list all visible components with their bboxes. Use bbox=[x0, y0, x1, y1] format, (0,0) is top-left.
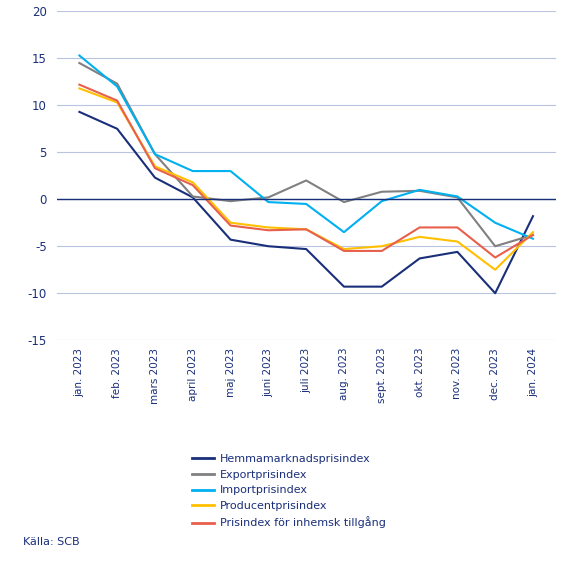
Hemmamarknadsprisindex bbox=[114, 125, 121, 132]
Exportprisindex bbox=[341, 198, 348, 205]
Exportprisindex bbox=[378, 188, 385, 195]
Exportprisindex bbox=[265, 194, 272, 201]
Line: Hemmamarknadsprisindex: Hemmamarknadsprisindex bbox=[79, 112, 533, 293]
Producentprisindex bbox=[341, 246, 348, 252]
Hemmamarknadsprisindex bbox=[189, 194, 196, 201]
Exportprisindex bbox=[492, 243, 498, 249]
Legend: Hemmamarknadsprisindex, Exportprisindex, Importprisindex, Producentprisindex, Pr: Hemmamarknadsprisindex, Exportprisindex,… bbox=[192, 454, 386, 528]
Importprisindex bbox=[454, 193, 461, 200]
Producentprisindex bbox=[114, 99, 121, 106]
Hemmamarknadsprisindex bbox=[416, 255, 423, 262]
Producentprisindex bbox=[530, 229, 536, 235]
Prisindex för inhemsk tillgång bbox=[303, 226, 310, 232]
Hemmamarknadsprisindex bbox=[530, 213, 536, 219]
Producentprisindex bbox=[303, 226, 310, 232]
Producentprisindex bbox=[189, 179, 196, 186]
Hemmamarknadsprisindex bbox=[76, 108, 83, 115]
Hemmamarknadsprisindex bbox=[454, 248, 461, 255]
Exportprisindex bbox=[227, 198, 234, 205]
Prisindex för inhemsk tillgång bbox=[189, 182, 196, 189]
Producentprisindex bbox=[416, 234, 423, 240]
Prisindex för inhemsk tillgång bbox=[492, 254, 498, 261]
Producentprisindex bbox=[492, 266, 498, 273]
Prisindex för inhemsk tillgång bbox=[227, 222, 234, 229]
Line: Importprisindex: Importprisindex bbox=[79, 56, 533, 239]
Prisindex för inhemsk tillgång bbox=[530, 231, 536, 238]
Importprisindex bbox=[416, 187, 423, 193]
Producentprisindex bbox=[265, 224, 272, 231]
Hemmamarknadsprisindex bbox=[303, 246, 310, 252]
Importprisindex bbox=[114, 83, 121, 90]
Producentprisindex bbox=[76, 85, 83, 92]
Line: Exportprisindex: Exportprisindex bbox=[79, 63, 533, 246]
Producentprisindex bbox=[454, 238, 461, 245]
Producentprisindex bbox=[378, 243, 385, 249]
Prisindex för inhemsk tillgång bbox=[378, 248, 385, 255]
Exportprisindex bbox=[530, 231, 536, 238]
Importprisindex bbox=[530, 235, 536, 242]
Importprisindex bbox=[151, 151, 158, 158]
Prisindex för inhemsk tillgång bbox=[416, 224, 423, 231]
Exportprisindex bbox=[151, 151, 158, 158]
Importprisindex bbox=[265, 198, 272, 205]
Importprisindex bbox=[378, 198, 385, 205]
Hemmamarknadsprisindex bbox=[227, 236, 234, 243]
Exportprisindex bbox=[114, 81, 121, 87]
Exportprisindex bbox=[454, 194, 461, 201]
Hemmamarknadsprisindex bbox=[492, 290, 498, 297]
Exportprisindex bbox=[303, 177, 310, 184]
Exportprisindex bbox=[189, 193, 196, 200]
Line: Producentprisindex: Producentprisindex bbox=[79, 88, 533, 270]
Prisindex för inhemsk tillgång bbox=[114, 97, 121, 104]
Importprisindex bbox=[227, 168, 234, 175]
Hemmamarknadsprisindex bbox=[151, 174, 158, 181]
Prisindex för inhemsk tillgång bbox=[151, 165, 158, 172]
Prisindex för inhemsk tillgång bbox=[265, 227, 272, 234]
Prisindex för inhemsk tillgång bbox=[454, 224, 461, 231]
Line: Prisindex för inhemsk tillgång: Prisindex för inhemsk tillgång bbox=[79, 84, 533, 257]
Text: Källa: SCB: Källa: SCB bbox=[23, 537, 79, 547]
Hemmamarknadsprisindex bbox=[265, 243, 272, 249]
Hemmamarknadsprisindex bbox=[378, 284, 385, 290]
Prisindex för inhemsk tillgång bbox=[341, 248, 348, 255]
Producentprisindex bbox=[151, 163, 158, 170]
Prisindex för inhemsk tillgång bbox=[76, 81, 83, 88]
Exportprisindex bbox=[416, 188, 423, 194]
Hemmamarknadsprisindex bbox=[341, 284, 348, 290]
Importprisindex bbox=[492, 219, 498, 226]
Importprisindex bbox=[341, 229, 348, 235]
Exportprisindex bbox=[76, 60, 83, 66]
Importprisindex bbox=[189, 168, 196, 175]
Importprisindex bbox=[303, 201, 310, 208]
Producentprisindex bbox=[227, 219, 234, 226]
Importprisindex bbox=[76, 52, 83, 59]
